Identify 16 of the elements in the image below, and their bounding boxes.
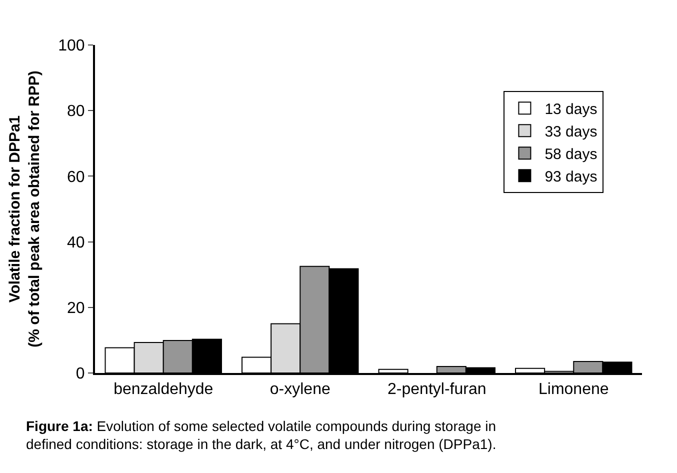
y-tick-label: 80 [67,103,85,120]
x-tick-label: 2-pentyl-furan [388,381,486,398]
y-axis-title: Volatile fraction for DPPa1 (% of total peak area obtained for RPP) [6,70,43,348]
legend-label: 33 days [544,124,598,141]
y-tick-label: 100 [58,38,85,55]
legend-label: 58 days [544,146,598,164]
x-tick-label: benzaldehyde [114,381,214,398]
y-tick-label: 0 [76,366,85,383]
y-tick-label: 20 [67,300,85,317]
legend-label: 13 days [544,101,598,118]
x-tick-label: Limonene [538,381,609,398]
y-tick-label: 60 [67,168,85,186]
x-tick-label: o-xylene [270,381,330,398]
y-tick-label: 40 [67,234,85,252]
legend-label: 93 days [544,168,598,186]
caption: Figure 1a: Evolution of some selected volatile compounds during storage in defined conditions: storage in the dark, at 4°C, and under nitrogen (DPPa1). [26,418,496,452]
